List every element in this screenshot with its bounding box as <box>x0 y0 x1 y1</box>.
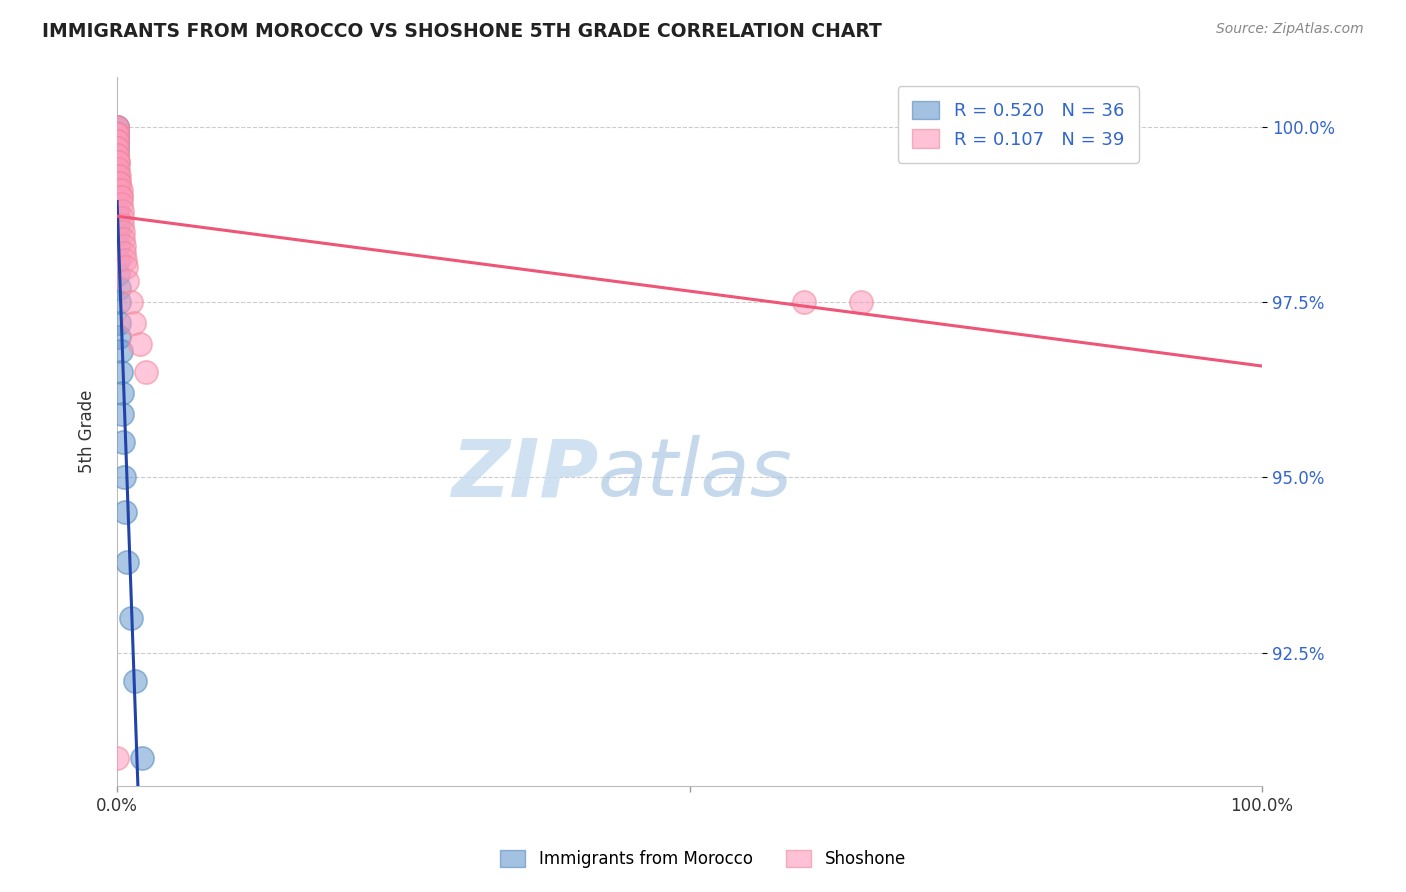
Point <box>105 140 128 154</box>
Point <box>111 232 134 246</box>
Point <box>110 190 132 204</box>
Point <box>110 365 132 379</box>
Point <box>110 190 132 204</box>
Point <box>108 316 131 330</box>
Point <box>115 260 138 274</box>
Point <box>105 120 128 134</box>
Point <box>107 169 129 183</box>
Point <box>112 245 135 260</box>
Point <box>111 203 134 218</box>
Point <box>107 252 129 267</box>
Point <box>112 239 135 253</box>
Point <box>107 161 129 176</box>
Point <box>108 183 131 197</box>
Point <box>105 147 128 161</box>
Point <box>107 154 129 169</box>
Text: IMMIGRANTS FROM MOROCCO VS SHOSHONE 5TH GRADE CORRELATION CHART: IMMIGRANTS FROM MOROCCO VS SHOSHONE 5TH … <box>42 22 882 41</box>
Point <box>105 134 128 148</box>
Point <box>105 127 128 141</box>
Point <box>111 386 134 401</box>
Point <box>105 120 128 134</box>
Y-axis label: 5th Grade: 5th Grade <box>79 390 96 474</box>
Point <box>124 316 146 330</box>
Point <box>124 673 146 688</box>
Point <box>105 154 128 169</box>
Point <box>108 295 131 310</box>
Point <box>793 295 815 310</box>
Point <box>108 330 131 344</box>
Text: atlas: atlas <box>598 435 793 513</box>
Point <box>129 337 152 351</box>
Point <box>105 147 128 161</box>
Point <box>105 169 128 183</box>
Point <box>110 344 132 359</box>
Point <box>105 161 128 176</box>
Legend: R = 0.520   N = 36, R = 0.107   N = 39: R = 0.520 N = 36, R = 0.107 N = 39 <box>897 87 1139 163</box>
Point <box>105 140 128 154</box>
Point <box>105 190 128 204</box>
Point <box>105 120 128 134</box>
Legend: Immigrants from Morocco, Shoshone: Immigrants from Morocco, Shoshone <box>494 843 912 875</box>
Point <box>105 134 128 148</box>
Point <box>108 176 131 190</box>
Point <box>120 611 142 625</box>
Point <box>851 295 873 310</box>
Point <box>117 555 139 569</box>
Point <box>111 407 134 421</box>
Point <box>105 127 128 141</box>
Point <box>105 140 128 154</box>
Point <box>111 211 134 225</box>
Point <box>110 196 132 211</box>
Point <box>107 239 129 253</box>
Point <box>105 127 128 141</box>
Point <box>135 365 157 379</box>
Point <box>111 218 134 232</box>
Point <box>105 203 128 218</box>
Point <box>110 183 132 197</box>
Point <box>117 274 139 288</box>
Point <box>107 225 129 239</box>
Point <box>107 154 129 169</box>
Point <box>105 134 128 148</box>
Point <box>112 470 135 484</box>
Point <box>107 211 129 225</box>
Point <box>120 295 142 310</box>
Point <box>114 252 136 267</box>
Point <box>111 225 134 239</box>
Point <box>105 147 128 161</box>
Point <box>107 218 129 232</box>
Point <box>108 169 131 183</box>
Point <box>105 751 128 765</box>
Point <box>108 281 131 295</box>
Point <box>105 140 128 154</box>
Text: ZIP: ZIP <box>450 435 598 513</box>
Point <box>108 176 131 190</box>
Point <box>105 127 128 141</box>
Point <box>105 127 128 141</box>
Point <box>105 134 128 148</box>
Text: Source: ZipAtlas.com: Source: ZipAtlas.com <box>1216 22 1364 37</box>
Point <box>114 506 136 520</box>
Point <box>105 176 128 190</box>
Point <box>105 120 128 134</box>
Point <box>131 751 153 765</box>
Point <box>107 267 129 281</box>
Point <box>111 435 134 450</box>
